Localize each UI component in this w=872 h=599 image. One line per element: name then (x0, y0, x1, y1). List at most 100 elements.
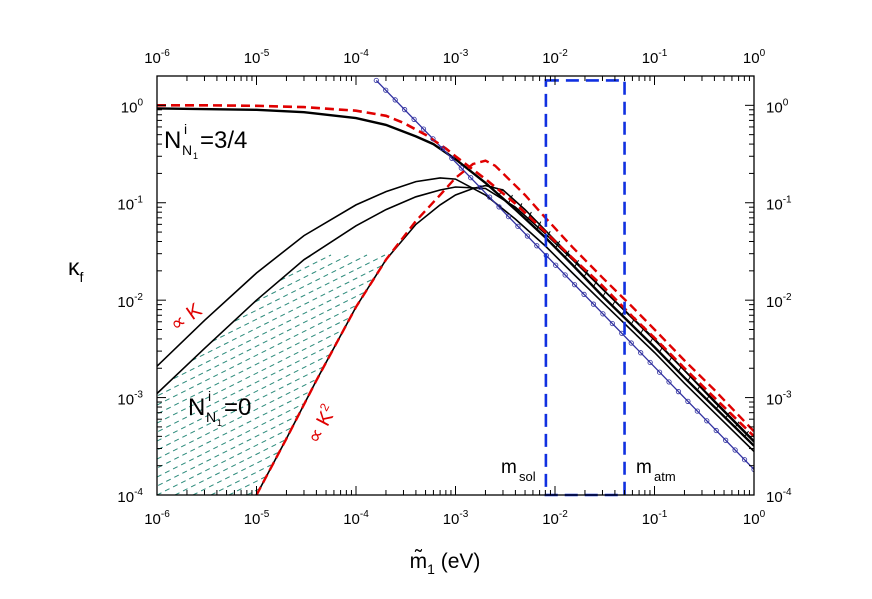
asymptote-marker (638, 350, 644, 356)
tick-mantissa: 10 (117, 197, 134, 214)
asymptote-marker (402, 107, 408, 113)
x-tick-label: 10-1 (642, 509, 668, 528)
tick-exponent: -3 (783, 390, 792, 401)
x-tick-label: 100 (743, 509, 766, 528)
tick-exponent: -2 (783, 292, 792, 303)
x-tick-label: 10-6 (144, 509, 170, 528)
series-strong-black (255, 184, 754, 495)
tick-mantissa: 10 (542, 50, 559, 67)
asymptote-marker (590, 301, 597, 307)
x-tick-label: 10-4 (343, 509, 369, 528)
hatch-line (280, 254, 332, 281)
m-sol-label: m sol (501, 457, 536, 484)
tick-exponent: -4 (783, 487, 792, 498)
tick-mantissa: 10 (766, 392, 783, 409)
series-zero-upper (157, 177, 754, 452)
hatch-line (234, 254, 368, 322)
asymptote-marker (420, 126, 427, 132)
series-thermal-red-dashed (157, 104, 754, 438)
x-axis-title-part: 1 (427, 561, 435, 577)
y-axis-title-part: κ (68, 254, 80, 280)
tick-exponent: -2 (559, 48, 568, 59)
x-tick-label: 10-3 (443, 509, 469, 528)
tick-exponent: -5 (260, 509, 269, 520)
y-tick-label: 10-4 (117, 487, 143, 506)
tick-exponent: 0 (760, 509, 766, 520)
m-atm-main: m (636, 457, 652, 478)
m-sol-main: m (501, 457, 517, 478)
hatch-line (211, 254, 386, 342)
tick-mantissa: 10 (144, 511, 161, 528)
asymptote-marker (741, 457, 748, 463)
m-atm-sub: atm (654, 469, 676, 484)
x-tick-label-top: 10-5 (244, 48, 270, 67)
asymptote-marker (383, 87, 389, 93)
label-sub: N (206, 409, 216, 425)
asymptote-marker (496, 204, 502, 210)
asymptote-marker (571, 282, 578, 288)
hatch-line (157, 391, 310, 468)
tick-mantissa: 10 (244, 511, 261, 528)
asymptote-marker (628, 340, 634, 346)
label-sup: i (184, 121, 187, 137)
asymptote-marker (581, 291, 587, 297)
hatch-line (157, 342, 337, 432)
m-atm-label: m atm (636, 457, 676, 484)
asymptote-marker (694, 408, 700, 414)
series-layer (157, 77, 754, 495)
hatch-line (157, 366, 325, 450)
tick-exponent: -6 (161, 48, 170, 59)
label-sub: N (182, 142, 192, 158)
asymptote-marker (477, 184, 483, 191)
asymptote-marker (524, 233, 530, 239)
x-tick-label-top: 10-1 (642, 48, 668, 67)
tick-exponent: -3 (134, 390, 143, 401)
y-tick-label-right: 10-4 (766, 487, 792, 506)
tick-exponent: -2 (134, 292, 143, 303)
asymptote-marker (439, 145, 446, 152)
tick-exponent: -4 (360, 509, 369, 520)
hatch-line (210, 464, 272, 495)
asymptote-marker (411, 116, 417, 122)
hatch-line (157, 330, 343, 424)
x-axis-title-part: m̃ (410, 550, 428, 573)
y-axis-title: κf (68, 254, 84, 285)
series-thermal-black (157, 107, 754, 447)
label-rest: =0 (224, 394, 251, 421)
y-tick-label-right: 10-2 (766, 292, 792, 311)
tick-exponent: -3 (459, 48, 468, 59)
asymptote-marker (515, 223, 521, 229)
y-tick-label-right: 100 (766, 97, 789, 116)
tick-mantissa: 10 (766, 294, 783, 311)
tick-mantissa: 10 (766, 99, 783, 116)
asymptote-marker (666, 379, 672, 385)
hatch-line (157, 379, 316, 460)
tick-mantissa: 10 (443, 50, 460, 67)
x-tick-label-top: 10-3 (443, 48, 469, 67)
tick-mantissa: 10 (144, 50, 161, 67)
tick-mantissa: 10 (542, 511, 559, 528)
asymptote-marker (656, 369, 663, 375)
asymptote-marker (505, 213, 512, 220)
asymptote-marker (392, 97, 398, 103)
asymptote-marker (534, 243, 540, 249)
crosshatch-line (536, 221, 542, 230)
tick-mantissa: 10 (117, 392, 134, 409)
hatch-line (192, 451, 280, 495)
label-subsub: 1 (193, 151, 198, 161)
prop-k-label: ∝ K (166, 299, 206, 336)
tick-exponent: 0 (137, 97, 143, 108)
asymptote-marker (468, 175, 474, 181)
tick-mantissa: 10 (642, 511, 659, 528)
label-rest: =3/4 (200, 127, 247, 154)
hatch-line (157, 291, 365, 396)
tick-exponent: -1 (134, 195, 143, 206)
axis-ticks (156, 75, 755, 496)
x-axis-title: m̃1 (eV) (410, 550, 481, 577)
asymptote-marker (713, 427, 719, 434)
tick-mantissa: 10 (642, 50, 659, 67)
asymptote-marker (373, 77, 379, 84)
hatch-line (228, 476, 266, 495)
tick-mantissa: 10 (443, 511, 460, 528)
